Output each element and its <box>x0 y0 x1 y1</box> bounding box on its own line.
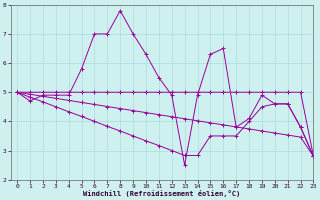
X-axis label: Windchill (Refroidissement éolien,°C): Windchill (Refroidissement éolien,°C) <box>84 190 241 197</box>
